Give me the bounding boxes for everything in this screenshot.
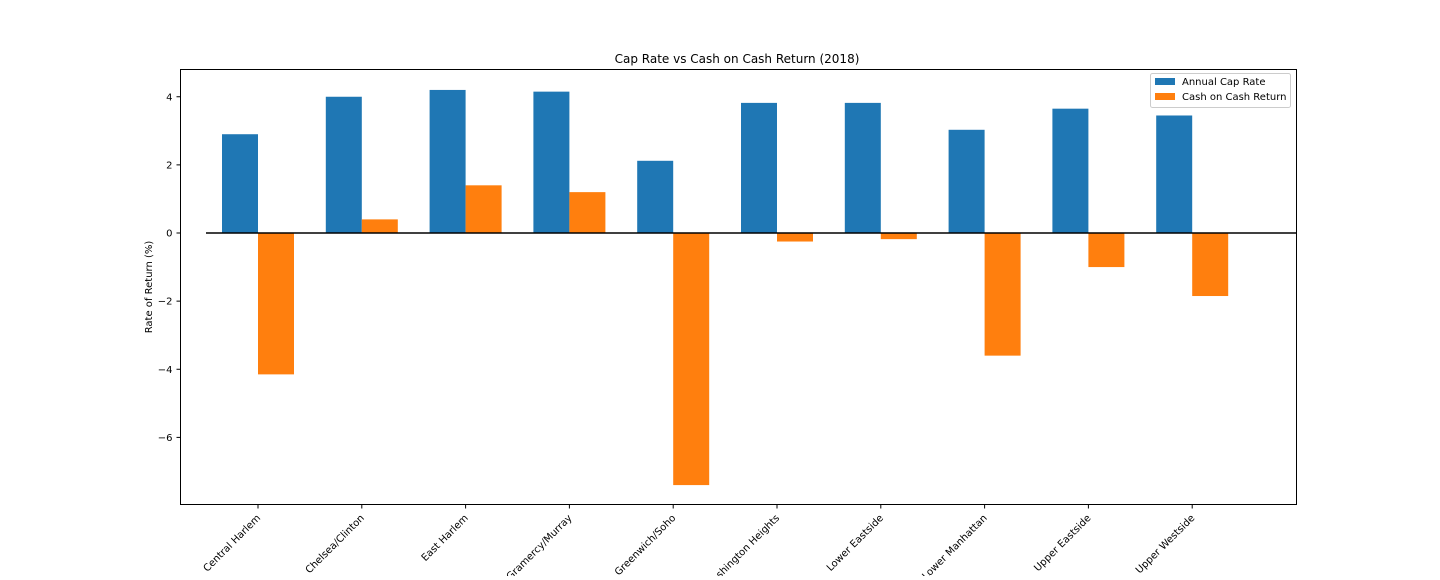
cap-rate-bar: [325, 96, 362, 234]
cap-rate-bar: [637, 160, 674, 234]
cap-rate-bar: [741, 102, 777, 234]
cash-return-bar: [258, 233, 294, 375]
cash-return-bar: [1192, 233, 1229, 297]
plot-frame: [180, 69, 1297, 505]
cash-return-bar: [361, 219, 398, 234]
y-axis: 4 2 0 −2 −4 −6: [158, 92, 181, 444]
cash-return-bar: [984, 233, 1021, 356]
x-tick-label: Upper Westside: [1134, 513, 1197, 576]
legend: Annual Cap Rate Cash on Cash Return: [1150, 73, 1291, 108]
cap-rate-bar: [1052, 108, 1089, 234]
x-tick-label: Lower Eastside: [825, 513, 886, 574]
cap-rate-bar: [844, 102, 881, 234]
legend-label: Annual Cap Rate: [1182, 77, 1266, 88]
x-tick-label: East Harlem: [420, 513, 471, 564]
legend-label: Cash on Cash Return: [1182, 92, 1287, 103]
cap-rate-bar: [1156, 115, 1193, 234]
x-tick-label: Upper Eastside: [1032, 513, 1093, 574]
cash-return-bar: [880, 233, 917, 240]
x-tick-label: Gramercy/Murray: [505, 513, 575, 576]
cap-rate-bar: [533, 91, 570, 234]
x-tick-label: Lower Manhattan: [920, 513, 989, 576]
x-axis: Central Harlem Chelsea/Clinton East Harlem…: [202, 504, 1197, 580]
x-tick-label: Central Harlem: [202, 513, 264, 575]
cash-return-bar: [673, 233, 710, 486]
bars-layer: [222, 89, 1229, 486]
legend-box: [1150, 73, 1291, 108]
cap-rate-bar: [948, 129, 985, 234]
cash-return-bar: [777, 233, 813, 242]
x-tick-label: Washington Heights: [703, 513, 782, 576]
cap-rate-bar: [429, 89, 466, 234]
legend-swatch: [1155, 93, 1175, 100]
y-tick-label: −2: [158, 297, 173, 308]
y-tick-label: −4: [158, 365, 173, 376]
cash-return-bar: [1088, 233, 1125, 268]
x-tick-label: Chelsea/Clinton: [304, 513, 367, 576]
y-tick-label: 0: [166, 229, 172, 240]
cap-rate-bar: [222, 134, 258, 234]
chart-title: Cap Rate vs Cash on Cash Return (2018): [615, 52, 860, 66]
y-axis-label: Rate of Return (%): [144, 241, 155, 334]
y-tick-label: 2: [166, 160, 172, 171]
y-tick-label: 4: [166, 92, 172, 103]
x-tick-label: Greenwich/Soho: [613, 513, 678, 576]
y-tick-label: −6: [158, 433, 173, 444]
legend-swatch: [1155, 78, 1175, 85]
cash-return-bar: [465, 185, 502, 234]
cash-return-bar: [569, 192, 606, 234]
